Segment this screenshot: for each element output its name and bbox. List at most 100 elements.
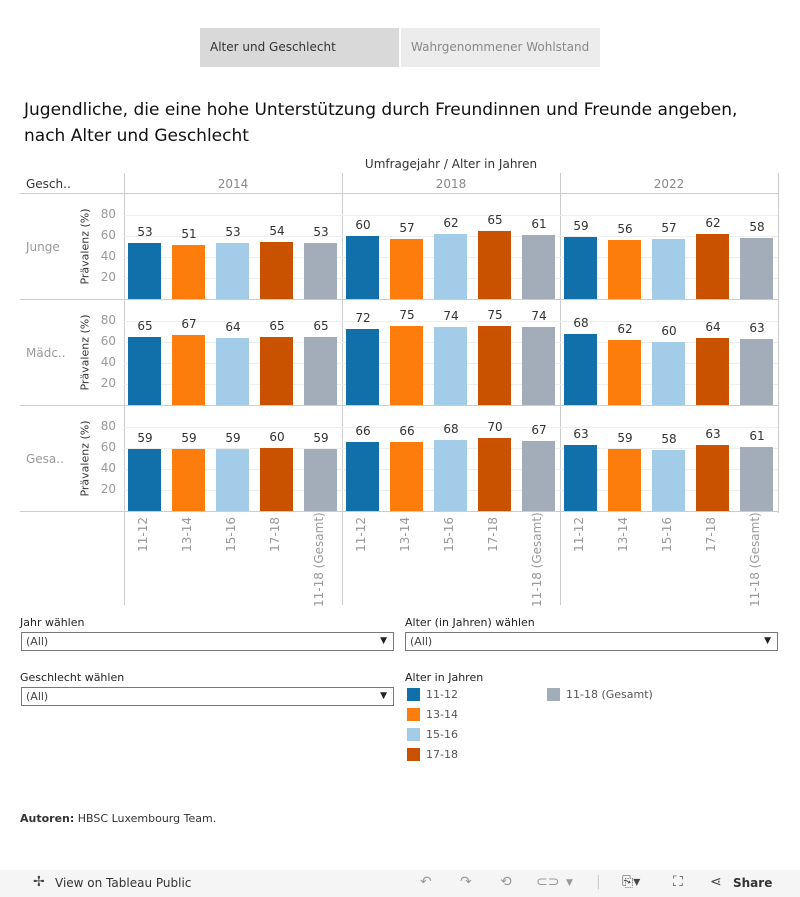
bar-13-14	[608, 449, 641, 511]
bar-13-14	[172, 334, 205, 405]
y-tick-label: 80	[100, 419, 116, 433]
bar-15-16	[652, 342, 685, 405]
header-divider	[20, 193, 778, 194]
authors-label: Autoren:	[20, 812, 75, 825]
legend-item[interactable]: 11-18 (Gesamt)	[547, 688, 653, 701]
download-icon[interactable]: ⎘▾	[622, 874, 641, 890]
chevron-down-icon[interactable]: ▼	[566, 878, 573, 888]
share-button[interactable]: Share	[733, 876, 773, 890]
bar-15-16	[652, 239, 685, 299]
panel-divider	[778, 173, 779, 513]
bar-17-18	[696, 233, 729, 299]
y-tick-label: 60	[100, 228, 116, 242]
legend-item[interactable]: 11-12	[407, 688, 458, 701]
y-tick-label: 60	[100, 334, 116, 348]
x-tick-label: 11-12	[136, 517, 150, 552]
x-tick-label: 17-18	[704, 517, 718, 552]
tab-alter-geschlecht[interactable]: Alter und Geschlecht	[200, 28, 399, 67]
data-label: 70	[487, 419, 503, 434]
bar-13-14	[172, 245, 205, 299]
legend-item[interactable]: 13-14	[407, 708, 458, 721]
view-on-tableau-link[interactable]: View on Tableau Public	[55, 876, 192, 890]
refresh-icon[interactable]: ⊂⊃	[536, 874, 560, 890]
year-header: 2014	[217, 177, 249, 191]
bar-15-16	[434, 327, 467, 405]
data-label: 67	[181, 316, 197, 331]
data-label: 63	[749, 320, 765, 335]
bar-15-16	[216, 243, 249, 299]
age-filter-label: Alter (in Jahren) wählen	[405, 616, 535, 629]
data-label: 62	[617, 321, 633, 336]
legend-item[interactable]: 15-16	[407, 728, 458, 741]
tab-wohlstand[interactable]: Wahrgenommener Wohlstand	[401, 28, 600, 67]
data-label: 59	[573, 219, 589, 234]
x-tick-label: 15-16	[442, 517, 456, 552]
data-label: 66	[399, 423, 415, 438]
gender-filter-select[interactable]: (All) ▼	[21, 687, 394, 706]
y-tick-label: 80	[100, 207, 116, 221]
legend-swatch	[407, 728, 420, 741]
data-label: 59	[181, 431, 197, 446]
x-tick-label: 15-16	[224, 517, 238, 552]
bar-11-12	[128, 336, 161, 405]
data-label: 74	[531, 309, 547, 324]
legend-label: 17-18	[426, 748, 458, 761]
legend-label: 11-18 (Gesamt)	[566, 688, 653, 701]
data-label: 61	[531, 216, 547, 231]
redo-icon[interactable]: ↷	[460, 874, 472, 890]
y-tick-label: 40	[100, 461, 116, 475]
year-filter-select[interactable]: (All) ▼	[21, 632, 394, 651]
age-filter-select[interactable]: (All) ▼	[405, 632, 778, 651]
share-icon[interactable]: ⋖	[710, 874, 722, 890]
data-label: 57	[661, 221, 677, 236]
bar-11-12	[346, 236, 379, 299]
data-label: 65	[137, 318, 153, 333]
bar-11-18 (Gesamt)	[740, 446, 773, 511]
bar-11-12	[128, 243, 161, 299]
fullscreen-icon[interactable]: ⛶	[673, 874, 683, 890]
data-label: 53	[137, 225, 153, 240]
data-label: 58	[661, 432, 677, 447]
undo-icon[interactable]: ↶	[420, 874, 432, 890]
toolbar: ✢ View on Tableau Public ↶ ↷ ⟲ ⊂⊃ ▼ | ⎘▾…	[0, 870, 800, 897]
data-label: 64	[705, 319, 721, 334]
revert-icon[interactable]: ⟲	[500, 874, 512, 890]
row-header: Gesch..	[26, 177, 71, 191]
legend-swatch	[407, 748, 420, 761]
x-tick-label: 11-12	[354, 517, 368, 552]
bar-11-18 (Gesamt)	[304, 449, 337, 511]
bar-11-12	[346, 329, 379, 405]
data-label: 59	[137, 431, 153, 446]
data-label: 74	[443, 309, 459, 324]
row-divider	[20, 299, 778, 300]
data-label: 59	[617, 431, 633, 446]
bar-17-18	[260, 448, 293, 511]
bar-11-18 (Gesamt)	[304, 243, 337, 299]
bar-15-16	[216, 337, 249, 405]
data-label: 75	[487, 308, 503, 323]
x-tick-label: 11-18 (Gesamt)	[530, 512, 544, 607]
data-label: 62	[705, 215, 721, 230]
bar-17-18	[696, 444, 729, 511]
x-tick-label: 13-14	[616, 517, 630, 552]
legend-item[interactable]: 17-18	[407, 748, 458, 761]
row-label: Junge	[26, 240, 60, 254]
bar-11-12	[346, 441, 379, 511]
bar-11-18 (Gesamt)	[304, 336, 337, 405]
data-label: 62	[443, 215, 459, 230]
bar-13-14	[608, 339, 641, 405]
data-label: 65	[313, 318, 329, 333]
data-label: 58	[749, 220, 765, 235]
year-filter-value: (All)	[26, 635, 49, 648]
bar-17-18	[478, 230, 511, 299]
bar-15-16	[216, 449, 249, 511]
data-label: 57	[399, 221, 415, 236]
panel-divider	[342, 173, 343, 605]
gridline	[124, 427, 778, 428]
data-label: 53	[313, 225, 329, 240]
data-label: 68	[443, 421, 459, 436]
data-label: 63	[573, 426, 589, 441]
legend-swatch	[547, 688, 560, 701]
x-tick-label: 17-18	[268, 517, 282, 552]
x-tick-label: 17-18	[486, 517, 500, 552]
